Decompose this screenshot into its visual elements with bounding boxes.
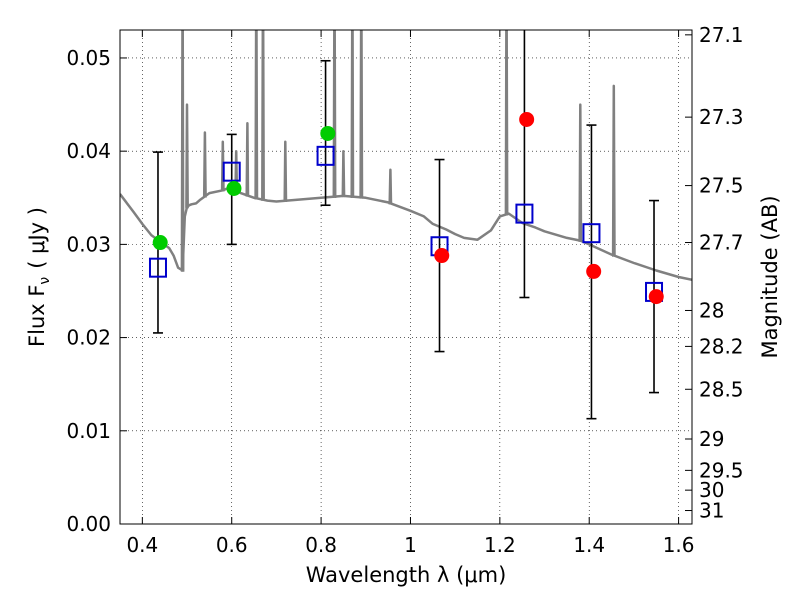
mag-tick-label: 28.5: [699, 377, 744, 401]
model-spectrum: [120, 30, 692, 282]
emission-line: [578, 103, 583, 242]
mag-tick-label: 28.2: [699, 334, 744, 358]
mag-tick-label: 27.5: [699, 174, 744, 198]
red-circle-marker: [519, 111, 535, 127]
square-marker: [316, 145, 335, 166]
x-axis-label: Wavelength λ (μm): [306, 563, 507, 587]
y-tick-label: 0.03: [66, 232, 111, 256]
x-tick-label: 0.8: [305, 533, 337, 557]
mag-tick-label: 29: [699, 427, 724, 451]
emission-line: [350, 30, 355, 198]
emission-line: [341, 149, 346, 198]
y-axis-label: Flux Fν ( μJy ): [25, 207, 53, 347]
data-markers: [148, 111, 664, 305]
spectrum-line: [120, 185, 692, 282]
mag-tick-label: 30: [699, 478, 724, 502]
square-marker: [148, 257, 167, 278]
square-marker: [582, 223, 601, 244]
red-circle-marker: [434, 248, 450, 264]
axis-ticks: 0.4 0.6 0.8 1 1.2 1.4 1.6 0.00 0.01 0.02 0.03 0.04 0…: [66, 23, 743, 557]
mag-tick-label: 27.1: [699, 23, 744, 47]
red-circle-marker: [586, 263, 602, 279]
emission-line: [220, 140, 225, 192]
emission-line: [359, 30, 364, 199]
emission-line: [261, 30, 265, 201]
y-axis-label-subscript: ν: [37, 277, 53, 285]
emission-line: [332, 30, 337, 198]
green-circle-marker: [152, 235, 168, 251]
square-marker: [515, 203, 534, 224]
red-circle-marker: [648, 289, 664, 305]
green-circle-marker: [320, 125, 336, 141]
emission-line: [185, 103, 189, 209]
emission-line: [504, 30, 509, 216]
emission-line: [254, 30, 259, 200]
x-tick-label: 0.6: [216, 533, 248, 557]
x-tick-label: 1.6: [663, 533, 695, 557]
emission-line: [611, 84, 616, 257]
mag-tick-label: 31: [699, 499, 724, 523]
y-tick-label: 0.02: [66, 326, 111, 350]
emission-line: [202, 131, 207, 198]
x-tick-label: 1.4: [573, 533, 605, 557]
y-axis-label-main: Flux F: [25, 285, 49, 347]
emission-line: [388, 168, 393, 205]
mag-tick-label: 29.5: [699, 458, 744, 482]
x-tick-label: 1.2: [484, 533, 516, 557]
square-marker: [222, 161, 241, 182]
emission-line: [283, 140, 288, 203]
right-axis-label: Magnitude (AB): [758, 195, 782, 358]
y-tick-label: 0.04: [66, 139, 111, 163]
x-tick-label: 1: [404, 533, 417, 557]
mag-tick-label: 27.7: [699, 231, 744, 255]
green-circle-marker: [226, 180, 242, 196]
mag-tick-label: 27.3: [699, 105, 744, 129]
emission-line: [245, 121, 250, 197]
grid: [120, 30, 692, 525]
y-tick-label: 0.00: [66, 512, 111, 536]
y-tick-label: 0.05: [66, 46, 111, 70]
emission-line: [180, 30, 185, 272]
x-tick-label: 0.4: [126, 533, 158, 557]
plot-frame: [119, 29, 693, 525]
y-tick-label: 0.01: [66, 419, 111, 443]
y-axis-label-unit: ( μJy ): [25, 207, 49, 269]
mag-tick-label: 28: [699, 298, 724, 322]
